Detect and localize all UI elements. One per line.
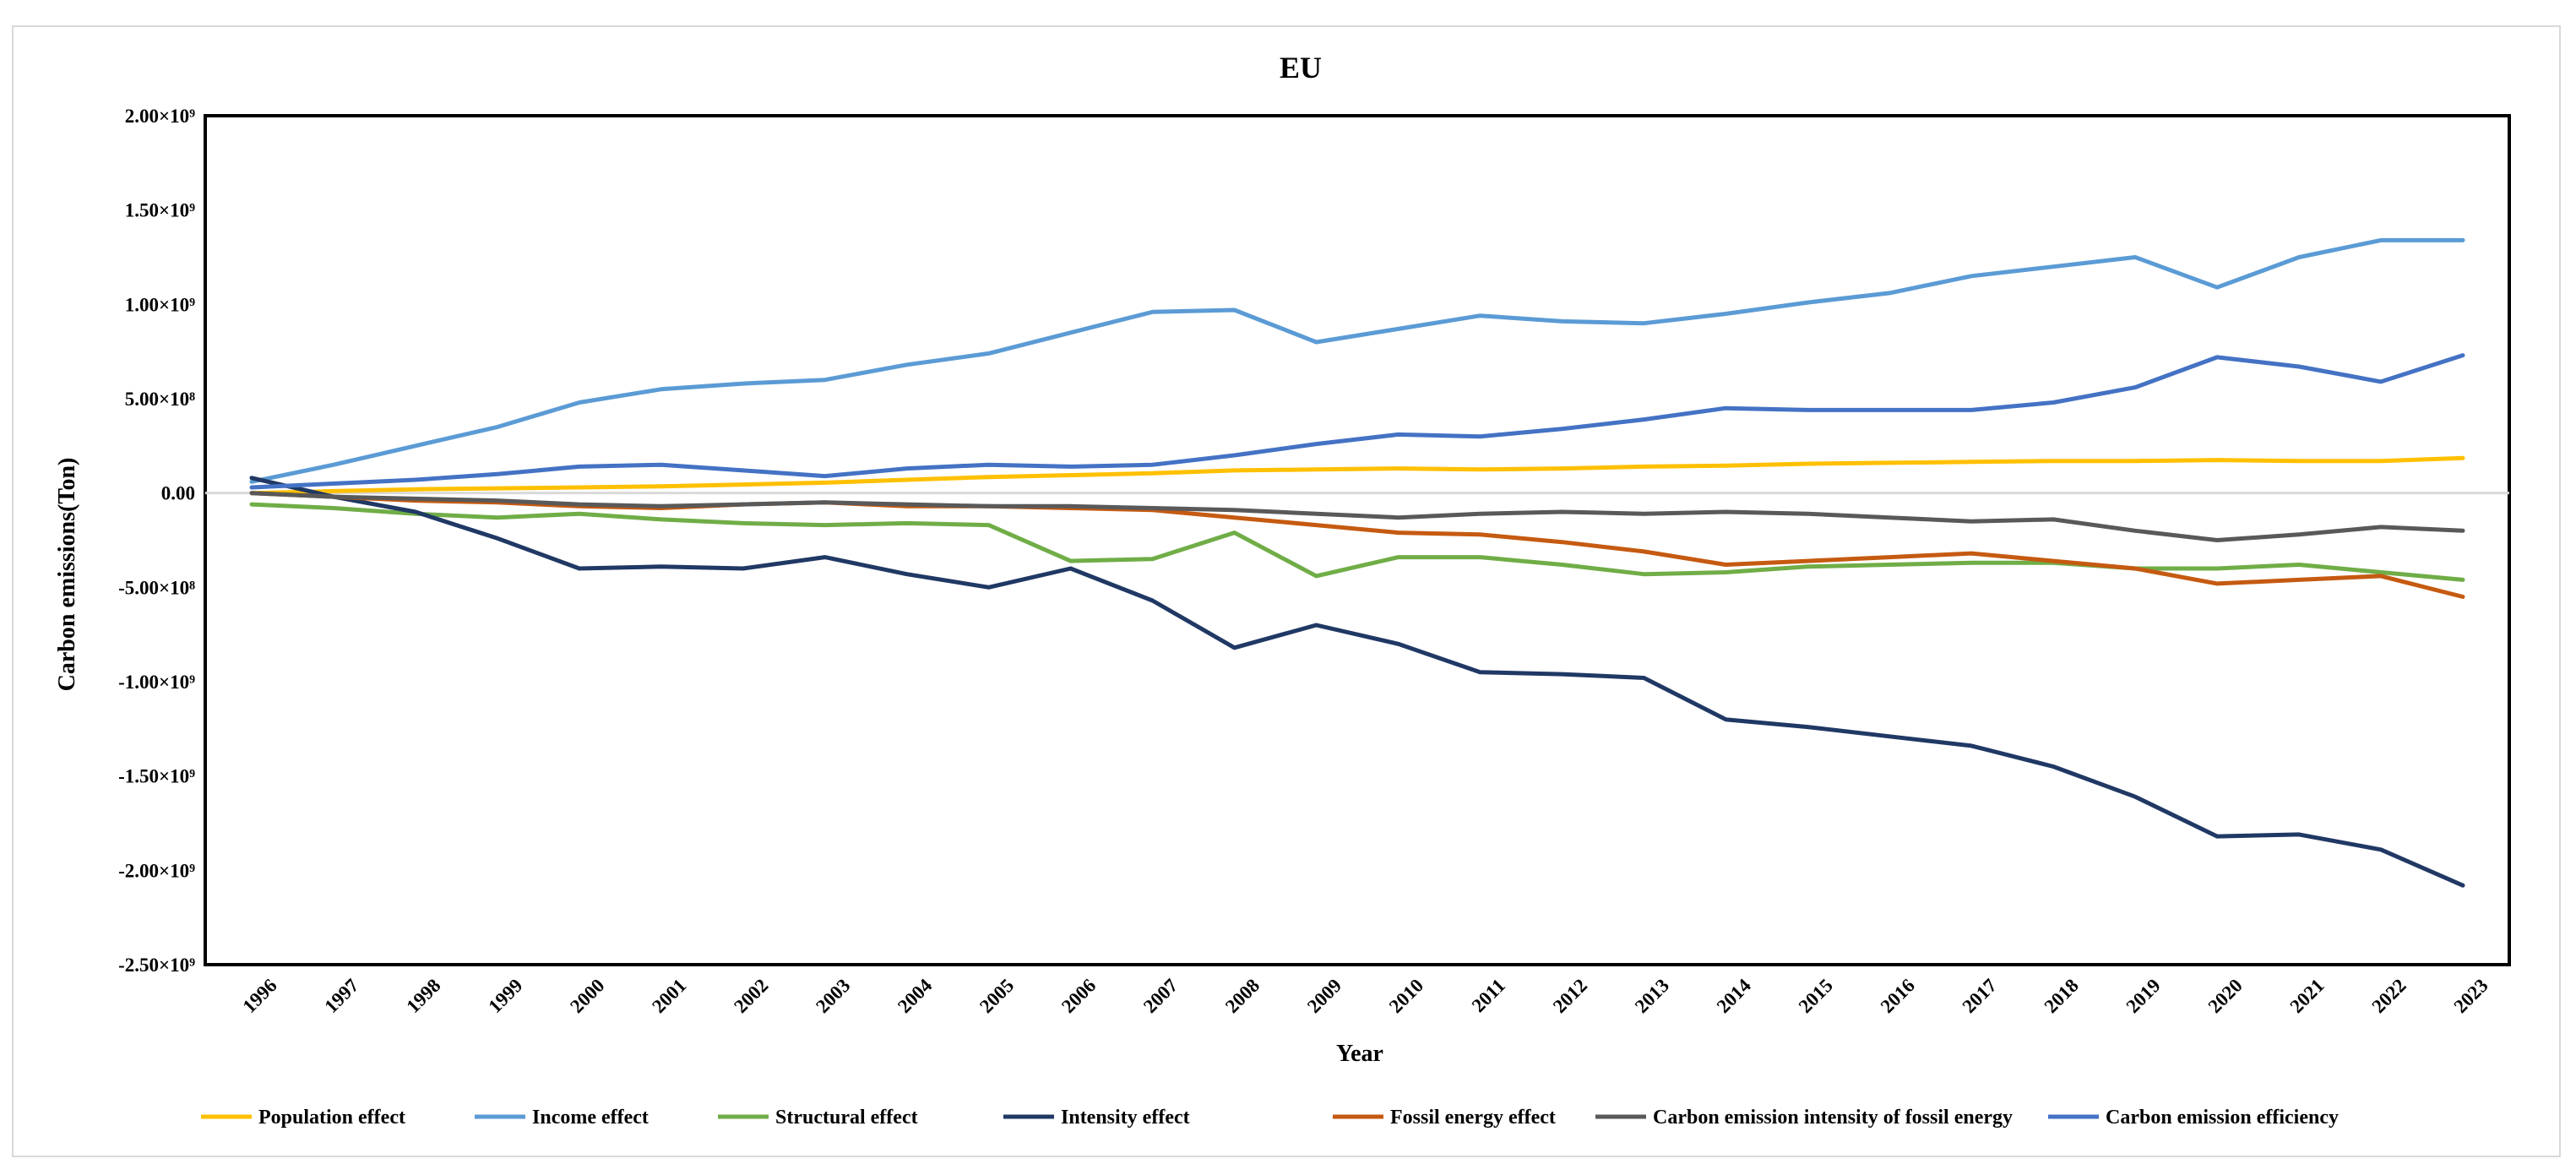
y-tick-label: -1.00×10⁹ xyxy=(118,672,195,693)
x-tick-label: 2020 xyxy=(2204,975,2247,1017)
chart-frame xyxy=(12,25,2561,1157)
y-tick-label: -5.00×10⁸ xyxy=(118,577,195,598)
x-tick-label: 1998 xyxy=(402,975,444,1017)
legend-label: Population effect xyxy=(258,1107,405,1129)
y-tick-label: -2.50×10⁹ xyxy=(118,955,195,976)
y-axis-label: Carbon emissions(Ton) xyxy=(54,458,80,692)
x-tick-label: 2001 xyxy=(648,975,690,1017)
series-line xyxy=(249,455,2465,496)
x-tick-label: 2005 xyxy=(976,975,1018,1017)
legend: Population effect Income effect Structural… xyxy=(201,1107,2339,1129)
x-tick-labels: 1996 1997 1998 1999 2000 2001 2002 2003 2004 2005… xyxy=(238,975,2492,1018)
chart-title: EU xyxy=(1280,51,1322,84)
y-tick-label: 1.50×10⁹ xyxy=(125,200,195,221)
x-tick-label: 2012 xyxy=(1549,975,1591,1017)
x-tick-label: 2000 xyxy=(566,975,608,1017)
x-tick-label: 2015 xyxy=(1795,975,1837,1017)
x-tick-label: 2004 xyxy=(894,975,937,1018)
x-tick-label: 2013 xyxy=(1631,975,1673,1017)
x-tick-label: 2016 xyxy=(1877,975,1919,1017)
x-tick-label: 2002 xyxy=(730,975,772,1017)
x-tick-label: 1999 xyxy=(484,975,526,1017)
legend-label: Structural effect xyxy=(775,1107,918,1129)
x-axis-label: Year xyxy=(1336,1041,1383,1067)
x-tick-label: 2003 xyxy=(812,975,854,1017)
series-lines xyxy=(249,237,2465,888)
x-tick-label: 2014 xyxy=(1713,975,1756,1018)
y-tick-label: -1.50×10⁹ xyxy=(118,766,195,787)
y-tick-label: 5.00×10⁸ xyxy=(125,389,195,410)
y-tick-label: 2.00×10⁹ xyxy=(125,106,195,127)
x-tick-label: 2009 xyxy=(1303,975,1345,1017)
x-tick-label: 2018 xyxy=(2041,975,2083,1017)
legend-label: Carbon emission efficiency xyxy=(2106,1107,2339,1129)
y-tick-labels: 2.00×10⁹ 1.50×10⁹ 1.00×10⁹ 5.00×10⁸ 0.00 -5.0… xyxy=(118,106,195,976)
x-tick-label: 2006 xyxy=(1057,975,1100,1017)
x-tick-label: 2021 xyxy=(2286,975,2329,1017)
series-line xyxy=(249,491,2465,599)
legend-label: Income effect xyxy=(532,1107,649,1129)
series-line xyxy=(249,491,2465,542)
x-tick-label: 2019 xyxy=(2122,975,2165,1017)
legend-label: Fossil energy effect xyxy=(1390,1107,1556,1129)
x-tick-label: 2010 xyxy=(1385,975,1427,1017)
legend-label: Carbon emission intensity of fossil ener… xyxy=(1653,1107,2013,1129)
series-line xyxy=(249,353,2465,490)
series-line xyxy=(249,476,2465,888)
x-tick-label: 2007 xyxy=(1139,975,1182,1017)
x-tick-label: 2011 xyxy=(1468,975,1509,1016)
y-tick-label: 0.00 xyxy=(161,483,195,504)
x-tick-label: 2008 xyxy=(1221,975,1264,1017)
y-tick-label: 1.00×10⁹ xyxy=(125,294,195,315)
legend-label: Intensity effect xyxy=(1061,1107,1190,1129)
y-tick-label: -2.00×10⁹ xyxy=(118,860,195,881)
x-tick-label: 2023 xyxy=(2449,975,2492,1017)
plot-area xyxy=(204,114,2511,966)
x-tick-label: 1997 xyxy=(320,975,362,1017)
x-tick-label: 2017 xyxy=(1959,975,2001,1017)
x-tick-label: 1996 xyxy=(238,975,280,1017)
x-tick-label: 2022 xyxy=(2367,975,2410,1017)
series-line xyxy=(249,237,2465,484)
